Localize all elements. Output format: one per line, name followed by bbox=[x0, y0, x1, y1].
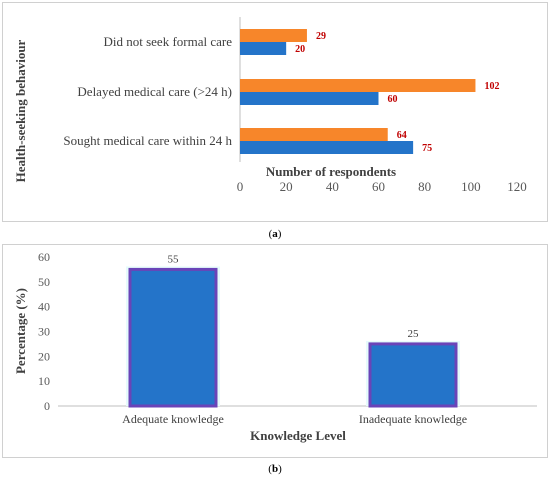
category-label: Delayed medical care (>24 h) bbox=[77, 84, 232, 99]
y-tick-label: 10 bbox=[38, 374, 50, 388]
x-tick-label: Inadequate knowledge bbox=[359, 412, 467, 426]
bar bbox=[240, 79, 476, 92]
data-label: 75 bbox=[422, 143, 432, 154]
chart-b-svg: 0 10 20 30 40 50 60 55 Adequate knowledge 25 Inade… bbox=[13, 250, 537, 443]
y-axis-title: Percentage (%) bbox=[13, 288, 28, 374]
data-label: 25 bbox=[408, 328, 420, 340]
x-tick-label: Adequate knowledge bbox=[122, 412, 224, 426]
x-tick-label: 20 bbox=[280, 179, 293, 194]
bar bbox=[240, 29, 307, 42]
data-label: 60 bbox=[388, 94, 398, 105]
x-tick-label: 60 bbox=[372, 179, 385, 194]
x-axis-title: Number of respondents bbox=[266, 164, 396, 179]
x-tick-label: 40 bbox=[326, 179, 339, 194]
chart-panel-b: 0 10 20 30 40 50 60 55 Adequate knowledge 25 Inade… bbox=[2, 244, 548, 458]
bar bbox=[240, 141, 414, 154]
y-tick-label: 60 bbox=[38, 250, 50, 264]
x-tick-label: 100 bbox=[461, 179, 481, 194]
y-tick-label: 50 bbox=[38, 275, 50, 289]
bar bbox=[240, 128, 388, 141]
data-label: 20 bbox=[295, 44, 305, 55]
category-label: Did not seek formal care bbox=[103, 34, 232, 49]
x-tick-label: 0 bbox=[237, 179, 244, 194]
data-label: 29 bbox=[316, 31, 326, 42]
y-tick-label: 20 bbox=[38, 349, 50, 363]
chart-panel-a: Did not seek formal care 29 20 Delayed medi… bbox=[2, 2, 548, 222]
bar bbox=[240, 92, 379, 105]
y-tick-label: 0 bbox=[44, 399, 50, 413]
caption-a: (a) bbox=[268, 228, 282, 240]
y-tick-label: 40 bbox=[38, 300, 50, 314]
x-tick-label: 80 bbox=[418, 179, 431, 194]
data-label: 55 bbox=[168, 253, 180, 265]
caption-b-letter: b bbox=[271, 463, 279, 475]
bar bbox=[240, 42, 287, 55]
x-tick-label: 120 bbox=[507, 179, 527, 194]
bar bbox=[368, 342, 458, 408]
y-axis-title: Health-seeking behaviour bbox=[13, 39, 28, 182]
y-tick-label: 30 bbox=[38, 325, 50, 339]
caption-a-letter: a bbox=[272, 228, 278, 240]
data-label: 102 bbox=[484, 81, 499, 92]
category-label: Sought medical care within 24 h bbox=[63, 133, 232, 148]
x-axis-title: Knowledge Level bbox=[250, 428, 346, 443]
chart-a-svg: Did not seek formal care 29 20 Delayed medi… bbox=[13, 17, 527, 194]
bar bbox=[128, 267, 218, 408]
caption-b: (b) bbox=[268, 463, 282, 475]
data-label: 64 bbox=[397, 130, 407, 141]
